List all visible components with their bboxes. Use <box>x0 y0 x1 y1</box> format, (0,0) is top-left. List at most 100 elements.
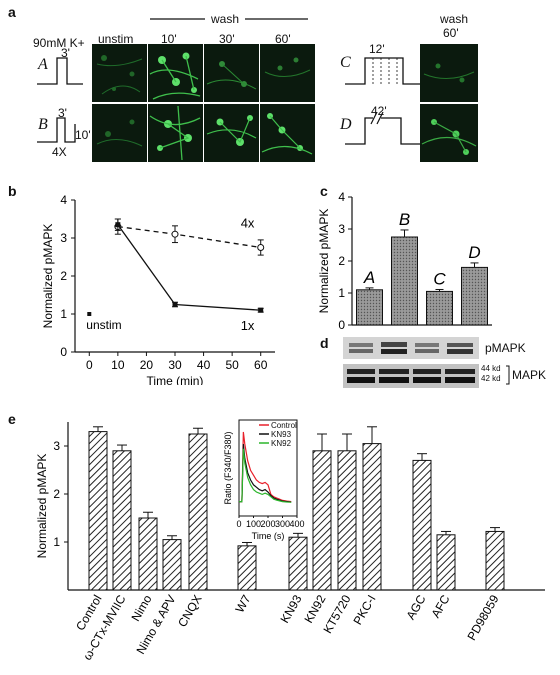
panel-letter-a: a <box>8 4 16 20</box>
inset-legend-label-KN93: KN93 <box>271 430 292 439</box>
inset-frame <box>238 419 298 517</box>
wash-time-60: 60' <box>275 32 291 46</box>
stim-label: 90mM K+ <box>33 36 85 50</box>
e-category-label-10: AGC <box>403 592 428 622</box>
kd44-label: 44 kd <box>481 364 501 373</box>
e-y-label: Normalized pMAPK <box>35 454 49 559</box>
col-unstim-label: unstim <box>98 32 134 46</box>
micrograph-a-wash30 <box>204 44 259 102</box>
e-bar-12 <box>485 530 505 591</box>
protocol-d-duration: 42' <box>371 104 387 118</box>
e-category-label-4: CNQX <box>175 593 204 630</box>
micrograph-a-wash60 <box>260 44 315 102</box>
wash-header-line <box>150 18 308 20</box>
protocol-d-trace <box>345 112 421 145</box>
blot-pmapk-label: pMAPK <box>485 341 526 355</box>
b-ytick-label: 3 <box>60 231 67 245</box>
chart-c: 0 1 2 3 4 Normalized pMAPK A B C D <box>317 190 492 332</box>
panel-letter-b: b <box>8 183 17 199</box>
b-series-label-4x: 4x <box>241 216 255 231</box>
blot-mapk-label: MAPK <box>512 368 547 382</box>
micrograph-b-wash60 <box>260 104 315 162</box>
b-y-label: Normalized pMAPK <box>41 224 55 329</box>
c-bar-A <box>356 289 383 326</box>
c-bar-B <box>391 236 418 326</box>
b-baseline-point <box>87 312 92 316</box>
micrograph-b-wash30 <box>204 104 259 162</box>
b-baseline-label: unstim <box>86 318 121 332</box>
inset-series-Control <box>239 431 292 503</box>
micrograph-c-wash60 <box>420 44 478 102</box>
b-series-line-1x <box>117 224 261 311</box>
protocol-c-letter: C <box>340 54 351 71</box>
inset-xtick-label: 0 <box>236 519 241 529</box>
protocol-a-duration: 3' <box>61 46 70 60</box>
panel-letter-e: e <box>8 411 16 427</box>
e-category-label-5: W7 <box>232 592 253 615</box>
c-ytick-label: 4 <box>338 190 345 204</box>
b-series-label-1x: 1x <box>241 318 255 333</box>
b-point-1x <box>172 302 178 307</box>
e-ytick-label: 3 <box>53 439 60 453</box>
b-point-1x <box>115 222 121 228</box>
b-x-label: Time (min) <box>147 374 204 385</box>
c-ytick-label: 3 <box>338 222 345 236</box>
inset-series-KN92 <box>239 448 292 503</box>
micrograph-d-wash60 <box>420 104 478 162</box>
wash-header-label: wash <box>211 12 240 26</box>
b-xtick-label: 30 <box>168 358 182 372</box>
protocol-c-trace <box>345 57 421 85</box>
micrograph-a-wash10 <box>148 44 203 102</box>
e-bar-3 <box>162 539 182 591</box>
inset-xtick-label: 200 <box>260 519 275 529</box>
e-bar-6 <box>288 536 308 591</box>
mapk-bracket <box>506 365 510 385</box>
e-bar-11 <box>436 534 456 591</box>
protocol-a-letter: A <box>38 56 48 73</box>
b-xtick-label: 0 <box>86 358 93 372</box>
inset-x-label: Time (s) <box>252 531 285 541</box>
micrograph-b-unstim <box>92 104 147 162</box>
wash-time-30: 30' <box>219 32 235 46</box>
b-xtick-label: 20 <box>140 358 154 372</box>
b-point-1x <box>258 307 264 313</box>
inset-y-label: Ratio (F340/F380) <box>223 431 233 504</box>
e-category-label-11: AFC <box>428 592 452 620</box>
inset-xtick-label: 100 <box>246 519 261 529</box>
b-xtick-label: 10 <box>111 358 125 372</box>
micrograph-a-unstim <box>92 44 147 102</box>
e-bar-1 <box>112 450 132 591</box>
c-bar-label-B: B <box>399 210 410 229</box>
b-xtick-label: 60 <box>254 358 268 372</box>
e-bar-10 <box>412 459 432 591</box>
protocol-b-trace <box>37 117 76 143</box>
e-ytick-label: 1 <box>53 535 60 549</box>
b-point-4x <box>257 244 265 251</box>
e-bar-5 <box>237 545 257 591</box>
e-bar-2 <box>138 517 158 591</box>
b-xtick-label: 50 <box>225 358 239 372</box>
inset-legend-label-KN92: KN92 <box>271 439 292 448</box>
protocol-b-letter: B <box>38 116 48 133</box>
b-xtick-label: 40 <box>197 358 211 372</box>
e-category-label-12: PD98059 <box>464 592 501 643</box>
c-bar-D <box>461 266 488 326</box>
protocol-b-repeat: 4X <box>52 145 67 159</box>
wash60-header: wash <box>440 12 469 26</box>
e-category-label-9: PKC-I <box>350 593 378 628</box>
e-bar-0 <box>88 431 108 591</box>
e-bar-7 <box>312 450 332 591</box>
wash-time-10: 10' <box>161 32 177 46</box>
b-ytick-label: 0 <box>60 345 67 359</box>
blot-kd-labels: 44 kd 42 kd <box>481 364 501 384</box>
protocol-d-letter: D <box>340 116 352 133</box>
protocol-b-interval: 10' <box>75 128 91 142</box>
e-ytick-label: 2 <box>53 487 60 501</box>
e-category-label-6: KN93 <box>277 592 304 625</box>
c-ytick-label: 0 <box>338 318 345 332</box>
panel-letter-d: d <box>320 335 329 351</box>
b-ytick-label: 2 <box>60 269 67 283</box>
protocol-b-duration: 3' <box>58 106 67 120</box>
